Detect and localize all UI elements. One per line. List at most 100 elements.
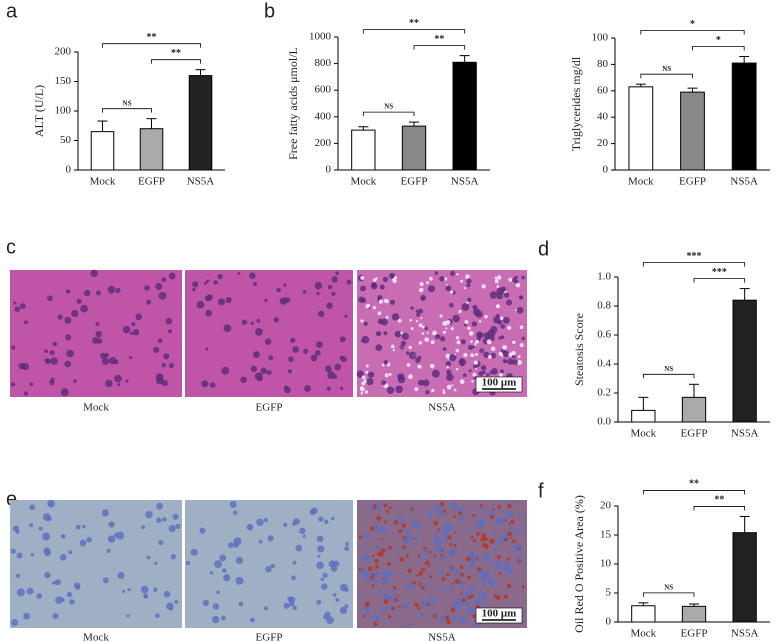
cell-nucleus [114,374,122,383]
cell-nucleus [163,353,170,360]
bar [90,131,115,171]
lipid-droplet [431,388,435,393]
lipid-stain [506,583,511,589]
lipid-droplet [446,384,452,390]
y-tick-label: 600 [315,84,332,96]
lipid-droplet [484,314,488,319]
cell-nucleus [339,606,348,615]
cell-nucleus [450,270,456,276]
lipid-droplet [418,341,423,345]
x-tick-label: EGFP [681,428,708,440]
lipid-droplet [421,332,425,335]
cell-nucleus [444,537,450,542]
cell-nucleus [441,554,446,560]
cell-nucleus [238,601,244,607]
y-tick-label: 100 [592,32,609,44]
lipid-stain [481,533,486,538]
cell-nucleus [50,357,58,365]
cell-nucleus [82,524,86,529]
cell-nucleus [256,518,264,527]
lipid-stain [476,567,482,572]
cell-nucleus [219,554,227,562]
cell-nucleus [209,382,216,388]
cell-nucleus [266,370,272,376]
cell-nucleus [478,591,487,600]
cell-nucleus [13,301,17,305]
cell-nucleus [325,365,332,372]
lipid-stain [465,556,471,562]
cell-nucleus [129,331,134,335]
lipid-droplet [410,327,414,331]
lipid-droplet [515,282,521,288]
lipid-stain [386,561,392,567]
lipid-droplet [442,330,446,334]
cell-nucleus [73,379,77,384]
cell-nucleus [448,551,452,555]
cell-nucleus [468,369,472,373]
cell-nucleus [237,271,241,276]
lipid-droplet [372,306,377,310]
cell-nucleus [466,283,471,288]
cell-nucleus [486,372,490,377]
lipid-stain [459,565,464,570]
cell-nucleus [516,306,524,314]
cell-nucleus [107,285,116,294]
cell-nucleus [371,578,377,584]
lipid-droplet [430,340,435,345]
significance-label: NS [662,65,671,73]
y-tick-label: 15 [600,529,612,541]
cell-nucleus [505,567,513,575]
cell-nucleus [233,537,242,546]
lipid-stain [507,557,510,561]
lipid-stain [380,537,383,541]
cell-nucleus [165,317,173,325]
cell-nucleus [223,324,232,333]
significance-bracket [362,29,466,34]
cell-nucleus [260,367,268,375]
lipid-stain [441,577,446,582]
cell-nucleus [376,528,382,534]
cell-nucleus [465,589,473,597]
cell-nucleus [392,588,397,594]
cell-nucleus [168,272,176,280]
lipid-droplet [455,367,459,371]
cell-nucleus [205,309,213,317]
lipid-droplet [471,379,474,383]
cell-nucleus [324,519,329,525]
cell-nucleus [222,568,227,573]
cell-nucleus [477,598,482,603]
cell-nucleus [29,504,36,511]
cell-nucleus [483,351,490,358]
cell-nucleus [371,282,377,288]
cell-nucleus [190,548,198,556]
cell-nucleus [446,373,454,381]
lipid-stain [414,602,419,607]
cell-nucleus [410,306,414,310]
cell-nucleus [434,530,440,536]
lipid-stain [498,571,502,575]
cell-nucleus [360,285,366,292]
cell-nucleus [100,352,107,359]
cell-nucleus [364,611,369,615]
significance-bracket [151,59,201,64]
cell-nucleus [416,312,421,317]
lipid-stain [507,503,512,508]
cell-nucleus [95,322,100,326]
significance-label: NS [123,99,132,107]
panel-label: d [538,238,549,260]
cell-nucleus [232,510,238,515]
cell-nucleus [424,557,429,562]
cell-nucleus [377,589,383,595]
lipid-stain [470,594,474,599]
bar [628,86,654,171]
y-tick-label: 0.4 [597,358,611,370]
cell-nucleus [431,369,440,378]
cell-nucleus [330,565,338,572]
cell-nucleus [276,287,281,293]
lipid-droplet [475,339,479,344]
cell-nucleus [324,611,331,618]
cell-nucleus [54,579,61,586]
cell-nucleus [360,297,366,303]
lipid-droplet [381,363,385,367]
cell-nucleus [391,313,400,321]
